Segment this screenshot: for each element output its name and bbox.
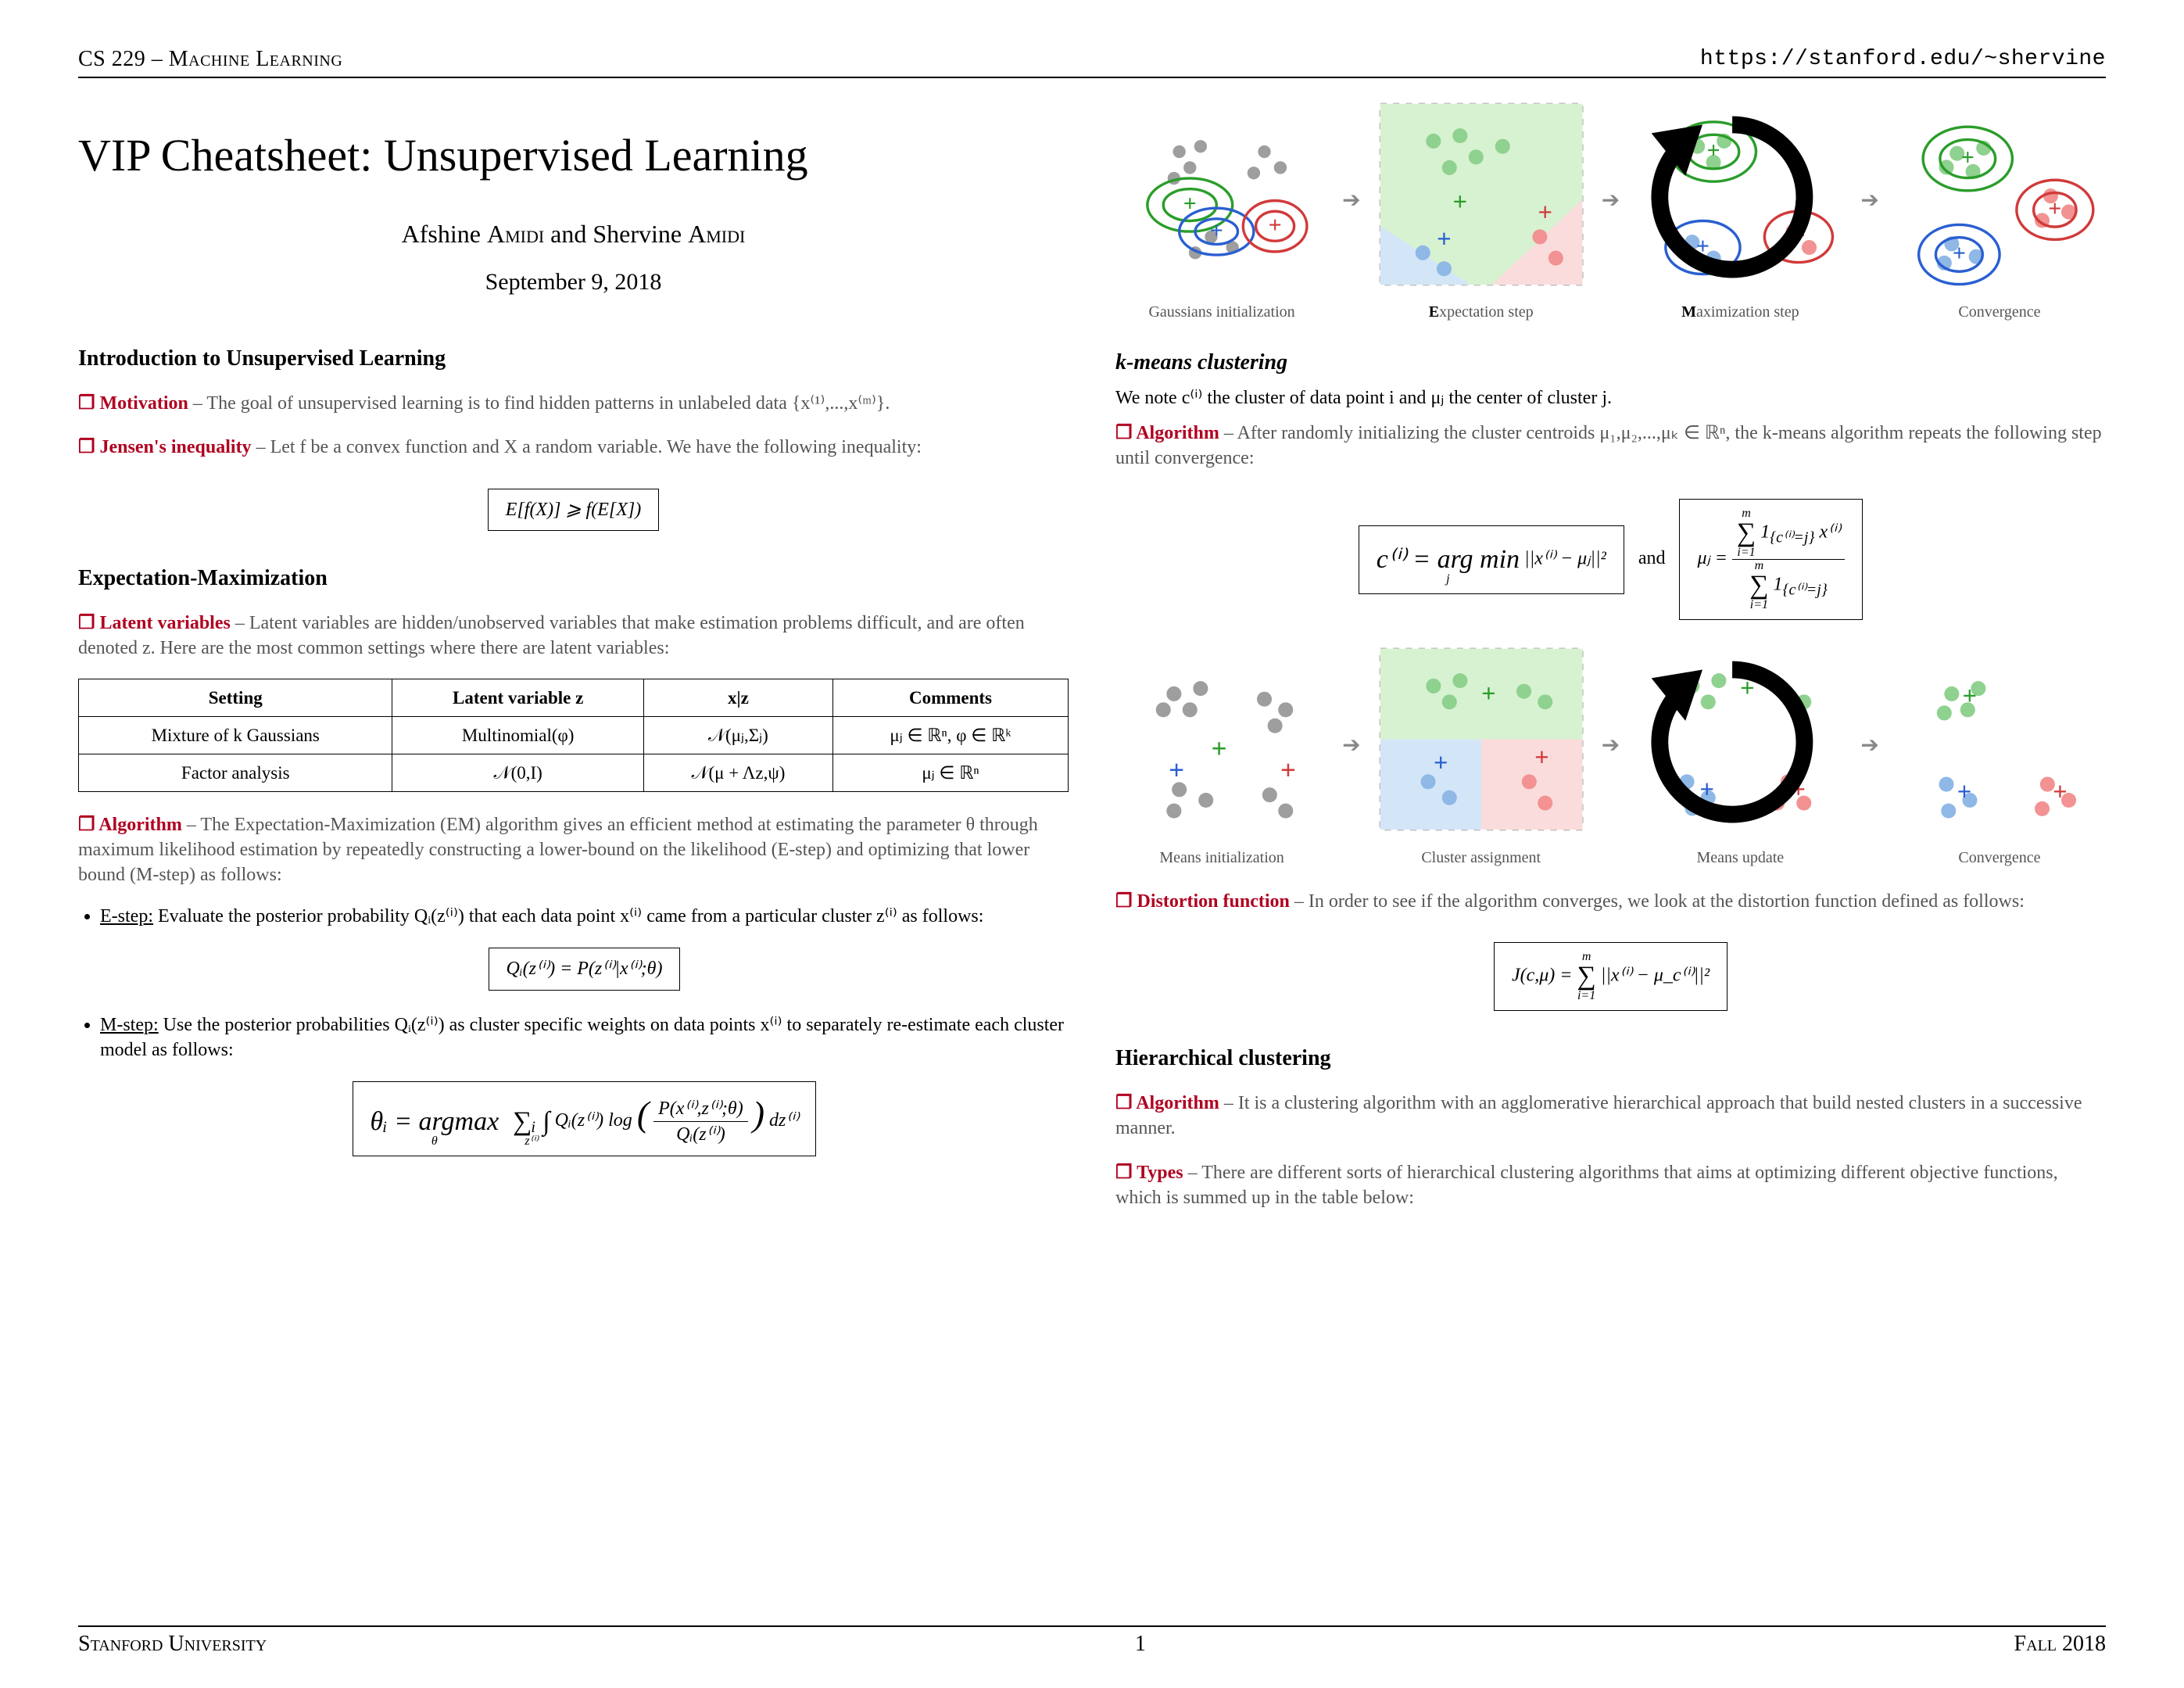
svg-text:+: +: [1957, 778, 1972, 806]
authors: Afshine Amidi and Shervine Amidi: [78, 217, 1069, 251]
jensen-equation: E[f(X)] ⩾ f(E[X]): [488, 489, 659, 531]
em-figure: + + + Gaussians initialization ➔: [1115, 99, 2106, 323]
arrow-icon: ➔: [1602, 731, 1620, 761]
th-setting: Setting: [79, 679, 392, 716]
th-xz: x|z: [643, 679, 832, 716]
footer-page: 1: [1135, 1632, 1146, 1657]
arrow-icon: ➔: [1860, 731, 1878, 761]
estep-item: E-step: Evaluate the posterior probabili…: [100, 904, 1069, 998]
kmeans-equations: c⁽ⁱ⁾ = arg minj ||x⁽ⁱ⁾ − μⱼ||² and μⱼ = …: [1115, 491, 2106, 628]
mstep-equation: θᵢ = argmaxθ ∑ᵢ ∫z⁽ⁱ⁾ Qᵢ(z⁽ⁱ⁾) log ( P(x…: [353, 1081, 817, 1156]
footer-right: Fall 2018: [2014, 1632, 2106, 1657]
hier-algo-block: ❐ Algorithm – It is a clustering algorit…: [1115, 1091, 2106, 1141]
km-panel-assign: + + +: [1375, 643, 1588, 835]
km-caption-0: Means initialization: [1159, 848, 1284, 869]
em-caption-0: Gaussians initialization: [1148, 302, 1294, 323]
distortion-equation: J(c,μ) = m∑i=1 ||x⁽ⁱ⁾ − μ_c⁽ⁱ⁾||²: [1494, 942, 1728, 1011]
mstep-text: Use the posterior probabilities Qᵢ(z⁽ⁱ⁾)…: [100, 1015, 1064, 1060]
loop-icon: [1626, 91, 1838, 303]
em-panel-converge: + + +: [1893, 106, 2106, 297]
header-left: CS 229 – Machine Learning: [78, 47, 342, 72]
date: September 9, 2018: [78, 267, 1069, 299]
estep-equation: Qᵢ(z⁽ⁱ⁾) = P(z⁽ⁱ⁾|x⁽ⁱ⁾;θ): [489, 948, 681, 990]
svg-text:+: +: [1211, 733, 1226, 764]
svg-text:+: +: [2053, 778, 2068, 806]
footer-left: Stanford University: [78, 1632, 267, 1657]
table-row: Mixture of k Gaussians Multinomial(φ) 𝒩(…: [79, 716, 1069, 754]
motivation-text: – The goal of unsupervised learning is t…: [188, 393, 890, 414]
svg-text:+: +: [1538, 199, 1552, 227]
distortion-name: ❐ Distortion function: [1115, 891, 1290, 912]
svg-text:+: +: [1953, 241, 1966, 267]
estep-text: Evaluate the posterior probability Qᵢ(z⁽…: [153, 906, 983, 926]
th-latent: Latent variable z: [392, 679, 643, 716]
intro-heading: Introduction to Unsupervised Learning: [78, 344, 1069, 374]
hier-algo-name: ❐ Algorithm: [1115, 1093, 1219, 1113]
km-caption-1: Cluster assignment: [1421, 848, 1541, 869]
arrow-icon: ➔: [1342, 731, 1360, 761]
estep-label: E-step:: [100, 906, 153, 926]
svg-text:+: +: [1280, 754, 1296, 785]
svg-text:+: +: [2048, 196, 2061, 222]
svg-text:+: +: [1962, 683, 1977, 711]
arrow-icon: ➔: [1860, 186, 1878, 216]
kmeans-figure: + + + Means initialization ➔: [1115, 643, 2106, 868]
distortion-block: ❐ Distortion function – In order to see …: [1115, 889, 2106, 914]
kmeans-intro: We note c⁽ⁱ⁾ the cluster of data point i…: [1115, 385, 2106, 410]
hier-types-text: – There are different sorts of hierarchi…: [1115, 1163, 2058, 1208]
svg-text:+: +: [1433, 750, 1448, 778]
arrow-icon: ➔: [1602, 186, 1620, 216]
left-column: VIP Cheatsheet: Unsupervised Learning Af…: [78, 94, 1069, 1618]
page-title: VIP Cheatsheet: Unsupervised Learning: [78, 125, 1069, 186]
jensen-text: – Let f be a convex function and X a ran…: [252, 437, 922, 457]
hier-types-block: ❐ Types – There are different sorts of h…: [1115, 1160, 2106, 1211]
mstep-label: M-step:: [100, 1015, 159, 1035]
th-comments: Comments: [833, 679, 1069, 716]
mstep-item: M-step: Use the posterior probabilities …: [100, 1012, 1069, 1164]
right-column: + + + Gaussians initialization ➔: [1115, 94, 2106, 1618]
distortion-text: – In order to see if the algorithm conve…: [1290, 891, 2025, 912]
svg-text:+: +: [1210, 217, 1223, 243]
em-algo-block: ❐ Algorithm – The Expectation-Maximizati…: [78, 812, 1069, 888]
kmeans-algo-text: – After randomly initializing the cluste…: [1115, 423, 2102, 468]
jensen-block: ❐ Jensen's inequality – Let f be a conve…: [78, 435, 1069, 460]
svg-text:+: +: [1534, 744, 1549, 772]
svg-text:+: +: [1481, 680, 1496, 708]
svg-text:+: +: [1169, 754, 1184, 785]
hier-types-name: ❐ Types: [1115, 1163, 1183, 1183]
km-caption-2: Means update: [1697, 848, 1785, 869]
table-row: Factor analysis 𝒩(0,I) 𝒩(μ + Λz,ψ) μⱼ ∈ …: [79, 754, 1069, 791]
km-caption-3: Convergence: [1958, 848, 2040, 869]
svg-text:+: +: [1961, 145, 1975, 171]
latent-name: ❐ Latent variables: [78, 613, 231, 633]
svg-text:+: +: [1269, 212, 1282, 238]
header-url: https://stanford.edu/~shervine: [1700, 47, 2106, 72]
em-caption-3: Convergence: [1958, 302, 2040, 323]
hier-heading: Hierarchical clustering: [1115, 1044, 2106, 1073]
page-header: CS 229 – Machine Learning https://stanfo…: [78, 47, 2106, 78]
page-footer: Stanford University 1 Fall 2018: [78, 1625, 2106, 1657]
loop-icon: [1626, 636, 1838, 848]
motivation-name: ❐ Motivation: [78, 393, 188, 414]
svg-text:+: +: [1437, 226, 1452, 254]
em-panel-init: + + +: [1115, 99, 1328, 290]
em-algo-text: – The Expectation-Maximization (EM) algo…: [78, 815, 1038, 886]
km-panel-converge: + + +: [1893, 651, 2106, 843]
latent-table: Setting Latent variable z x|z Comments M…: [78, 679, 1069, 792]
hier-algo-text: – It is a clustering algorithm with an a…: [1115, 1093, 2082, 1138]
latent-block: ❐ Latent variables – Latent variables ar…: [78, 611, 1069, 661]
em-panel-estep: + + +: [1375, 99, 1588, 290]
em-caption-2: Maximization step: [1681, 302, 1799, 323]
em-caption-1: Expectation step: [1429, 302, 1534, 323]
jensen-name: ❐ Jensen's inequality: [78, 437, 252, 457]
kmeans-algo-name: ❐ Algorithm: [1115, 423, 1219, 443]
motivation-block: ❐ Motivation – The goal of unsupervised …: [78, 391, 1069, 416]
km-panel-init: + + +: [1115, 651, 1328, 843]
svg-text:+: +: [1452, 188, 1467, 217]
kmeans-heading: k-means clustering: [1115, 348, 2106, 378]
arrow-icon: ➔: [1342, 186, 1360, 216]
kmeans-algo-block: ❐ Algorithm – After randomly initializin…: [1115, 421, 2106, 471]
em-algo-name: ❐ Algorithm: [78, 815, 182, 835]
em-heading: Expectation-Maximization: [78, 564, 1069, 593]
